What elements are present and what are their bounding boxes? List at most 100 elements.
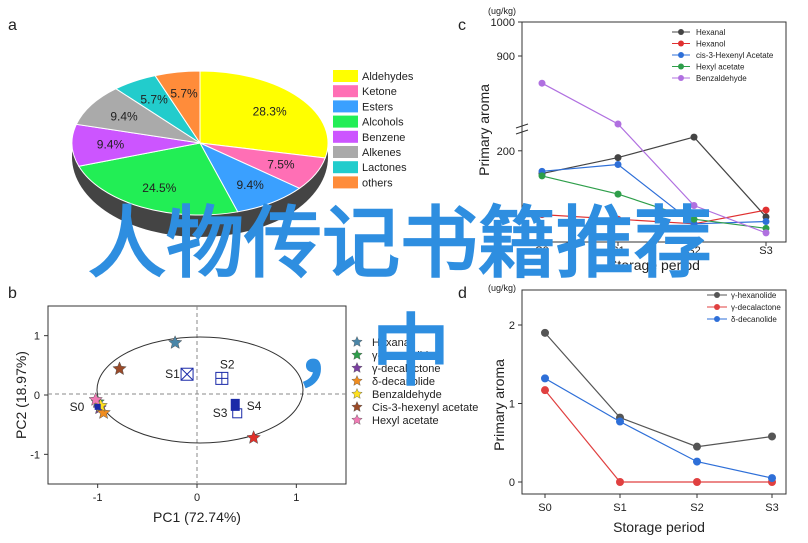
c-legend-label-4: Benzaldehyde	[696, 74, 747, 83]
legend-swatch-5	[333, 146, 358, 158]
axis-break-1	[515, 123, 529, 129]
pca-sample-label-3: S3	[213, 406, 228, 420]
c-legend-marker-2	[678, 52, 684, 58]
c-legend-label-1: Hexanol	[696, 40, 726, 49]
d-point-2-3	[768, 474, 776, 483]
c-series-line-4	[541, 82, 767, 234]
unit-label: (ug/kg)	[488, 283, 516, 293]
c-point-4-0	[538, 79, 546, 87]
pca-variable-star-6	[88, 392, 103, 406]
d-legend-label-1: γ-decalactone	[731, 303, 781, 312]
y-tick-label-2: -1	[30, 449, 40, 461]
pca-variable-star-7	[246, 430, 261, 444]
c-point-0-2	[690, 133, 698, 141]
pca-legend-label-2: γ-decalactone	[372, 363, 441, 375]
pie-slice-label-1: 7.5%	[267, 158, 295, 172]
pie-chart: 28.3%7.5%9.4%24.5%9.4%9.4%5.7% 5.7%	[71, 70, 329, 237]
x-tick-label-1: S1	[613, 502, 626, 514]
pca-points: S0 S1 S2 S3 S4	[70, 335, 262, 444]
panel-letter-c: c	[458, 17, 466, 34]
pie-slice-7	[154, 70, 201, 145]
d-legend-marker-2	[714, 316, 720, 322]
legend-swatch-6	[333, 161, 358, 174]
pie-slice-label-2: 9.4%	[236, 178, 264, 192]
pie-slice-4	[71, 123, 201, 167]
c-point-2-1	[614, 160, 622, 168]
c-legend-label-0: Hexanal	[696, 28, 726, 37]
c-point-1-0	[538, 211, 546, 219]
pca-ticks: -1 0 1 1 0 -1	[30, 331, 299, 504]
legend-label-3: Alcohols	[362, 117, 404, 129]
pca-sample-label-2: S2	[220, 357, 235, 371]
d-legend-label-0: γ-hexanolide	[731, 291, 777, 300]
x-axis-label: PC1 (72.74%)	[153, 509, 241, 525]
d-point-1-1	[616, 478, 624, 486]
legend-swatch-4	[333, 130, 358, 143]
c-series-line-1	[541, 209, 767, 225]
pca-legend-label-1: γ-hexanolide	[372, 350, 434, 362]
pca-variable-star-3	[96, 405, 111, 420]
c-point-1-1	[614, 215, 622, 223]
pca-legend-star-2	[351, 361, 363, 373]
legend-label-0: Aldehydes	[362, 71, 414, 83]
c-ticks: S0 S1 S2 S3 1000 900 200	[491, 17, 773, 257]
c-point-4-3	[762, 229, 770, 237]
pca-legend-star-6	[351, 413, 363, 425]
c-legend-marker-0	[678, 29, 684, 35]
c-point-0-1	[614, 154, 622, 162]
y-axis-label: Primary aroma	[476, 84, 492, 176]
x-tick-label-0: S0	[538, 502, 551, 514]
d-point-0-2	[693, 442, 701, 451]
pie-slice-2	[198, 141, 301, 213]
pca-sample-label-0: S0	[70, 400, 85, 414]
pca-legend-star-0	[351, 335, 363, 347]
pca-legend-label-5: Cis-3-hexenyl acetate	[372, 402, 478, 414]
pie-slice-label-4: 9.4%	[97, 138, 125, 152]
axis-break-2	[515, 129, 529, 135]
pie-legend: Aldehydes Ketone Esters Alcohols Benzene Alke…	[333, 70, 414, 189]
pie-slice-label-5: 9.4%	[110, 109, 138, 123]
pca-variable-star-5	[112, 361, 127, 376]
y-axis-label: PC2 (18.97%)	[13, 351, 29, 439]
pie-slice-label-3: 24.5%	[142, 181, 176, 195]
y-axis-label: Primary aroma	[491, 359, 507, 451]
pca-sample-marker-0	[94, 403, 101, 410]
x-tick-label-3: S3	[759, 245, 772, 257]
confidence-ellipse	[96, 336, 304, 444]
x-tick-label-2: S2	[690, 502, 703, 514]
pca-sample-label-1: S1	[165, 367, 180, 381]
legend-label-5: Alkenes	[362, 147, 402, 159]
legend-label-1: Ketone	[362, 86, 397, 98]
d-ticks: S0 S1 S2 S3 0 1 2	[509, 320, 779, 514]
d-point-0-3	[768, 432, 776, 441]
plot-frame	[521, 289, 787, 495]
y-tick-label-1: 0	[34, 390, 40, 402]
x-tick-label-3: S3	[765, 502, 778, 514]
pca-sample-label-4: S4	[247, 399, 262, 413]
pie-slice-label-7: 5.7%	[170, 86, 198, 100]
d-legend-label-2: δ-decanolide	[731, 315, 777, 324]
pca-sample-mark-b-1	[180, 367, 194, 381]
d-series	[541, 328, 776, 486]
y-tick-label-0: 1000	[491, 17, 515, 29]
pca-legend-star-1	[351, 348, 363, 360]
x-tick-label-1: 0	[194, 492, 200, 504]
d-series-line-0	[544, 332, 773, 448]
overlay-subtitle: ，中	[294, 307, 450, 397]
d-point-1-0	[541, 386, 549, 395]
overlay-title: 人物传记书籍推荐	[88, 199, 712, 289]
c-legend-label-3: Hexyl acetate	[696, 63, 745, 72]
d-point-0-0	[541, 328, 549, 337]
c-legend-marker-3	[678, 63, 684, 70]
d-legend: γ-hexanolide γ-decalactone δ-decanolide	[707, 291, 781, 324]
pca-legend: Hexanalγ-hexanolideγ-decalactoneδ-decano…	[351, 335, 478, 427]
pie-slice-0	[199, 70, 329, 159]
legend-label-4: Benzene	[362, 132, 405, 144]
x-tick-label-0: S0	[535, 245, 548, 257]
c-series-line-3	[541, 175, 767, 229]
panel-letter-d: d	[458, 285, 467, 302]
d-series-line-2	[544, 377, 773, 479]
pca-legend-star-5	[351, 400, 363, 412]
y-tick-label-2: 200	[497, 146, 515, 158]
